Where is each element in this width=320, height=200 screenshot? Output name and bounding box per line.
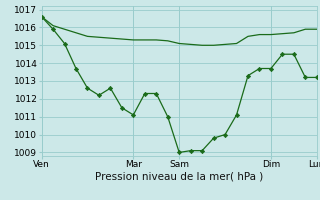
- X-axis label: Pression niveau de la mer( hPa ): Pression niveau de la mer( hPa ): [95, 172, 263, 182]
